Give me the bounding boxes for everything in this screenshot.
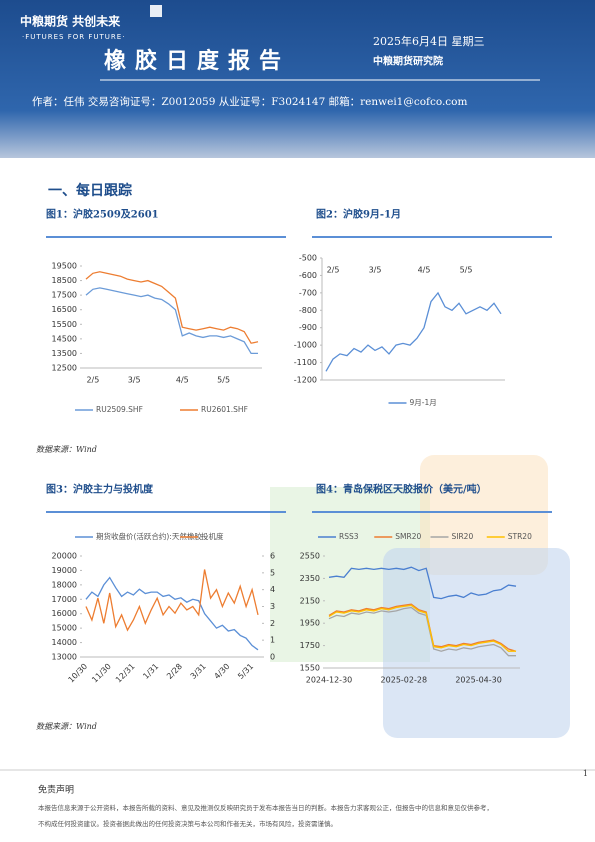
series-line bbox=[85, 576, 259, 651]
series-line bbox=[85, 271, 259, 344]
series-line bbox=[328, 606, 516, 657]
y2-tick-label: 2 bbox=[270, 619, 275, 628]
y-tick-label: 15500 bbox=[52, 320, 77, 329]
logo: 中粮期货 共创未来 bbox=[20, 14, 121, 29]
x-tick-label: 2/5 bbox=[327, 266, 340, 275]
y2-tick-label: 0 bbox=[270, 653, 275, 662]
series-line bbox=[85, 569, 259, 632]
institute: 中粮期货研究院 bbox=[373, 55, 443, 68]
y-tick-label: 20000 bbox=[52, 552, 77, 561]
series-line bbox=[85, 287, 258, 355]
series-line bbox=[328, 566, 517, 600]
x-tick-label: 3/5 bbox=[369, 266, 382, 275]
legend-label: RSS3 bbox=[339, 532, 359, 541]
y-tick-label: -500 bbox=[299, 254, 317, 263]
x-tick-label: 3/5 bbox=[128, 376, 141, 385]
section-title: 一、每日跟踪 bbox=[48, 182, 132, 199]
date: 2025年6月4日 星期三 bbox=[373, 34, 485, 48]
x-tick-label: 5/5 bbox=[460, 266, 473, 275]
y-tick-label: 18000 bbox=[52, 580, 77, 589]
x-tick-label: 2/28 bbox=[165, 662, 184, 681]
y-tick-label: 15000 bbox=[52, 624, 77, 633]
page-number: 1 bbox=[583, 769, 588, 778]
y-tick-label: 1950 bbox=[300, 619, 320, 628]
y-tick-label: 14500 bbox=[52, 334, 77, 343]
disclaimer-text: 本报告信息来源于公开资料，本报告所载的资料、意见及推测仅反映研究员于发布本报告当… bbox=[38, 803, 493, 812]
legend-label: SIR20 bbox=[452, 532, 474, 541]
y-tick-label: 19000 bbox=[52, 566, 77, 575]
source: 数据来源：Wind bbox=[36, 722, 97, 731]
y-tick-label: 18500 bbox=[52, 276, 77, 285]
legend-label: SMR20 bbox=[395, 532, 421, 541]
legend-label: 投机度 bbox=[201, 531, 224, 541]
y-tick-label: -1200 bbox=[294, 376, 317, 385]
header-banner bbox=[0, 0, 595, 158]
figure-title: 图1：沪胶2509及2601 bbox=[46, 208, 159, 221]
x-tick-label: 5/5 bbox=[217, 376, 230, 385]
y-tick-label: -1100 bbox=[294, 358, 317, 367]
x-tick-label: 4/30 bbox=[212, 662, 231, 681]
disclaimer-title: 免责声明 bbox=[38, 784, 74, 796]
x-tick-label: 12/31 bbox=[114, 662, 137, 685]
y-tick-label: -900 bbox=[299, 323, 317, 332]
y2-tick-label: 6 bbox=[270, 552, 275, 561]
series-line bbox=[325, 291, 502, 372]
y-tick-label: 1750 bbox=[300, 641, 320, 650]
y-tick-label: 13500 bbox=[52, 349, 77, 358]
y-tick-label: 2150 bbox=[300, 596, 320, 605]
y-tick-label: 14000 bbox=[52, 638, 77, 647]
y2-tick-label: 4 bbox=[270, 585, 275, 594]
y2-tick-label: 5 bbox=[270, 568, 275, 577]
x-tick-label: 2/5 bbox=[86, 376, 99, 385]
legend-label: STR20 bbox=[508, 532, 532, 541]
y-tick-label: 16000 bbox=[52, 609, 77, 618]
y-tick-label: 17500 bbox=[52, 291, 77, 300]
x-tick-label: 2025-02-28 bbox=[381, 676, 428, 685]
x-tick-label: 10/30 bbox=[67, 662, 90, 685]
y-tick-label: 17000 bbox=[52, 595, 77, 604]
y-tick-label: 19500 bbox=[52, 262, 77, 271]
logo-icon bbox=[150, 5, 162, 17]
y2-tick-label: 1 bbox=[270, 636, 275, 645]
figure-title: 图3：沪胶主力与投机度 bbox=[46, 483, 154, 496]
y-tick-label: -600 bbox=[299, 271, 317, 280]
y-tick-label: -800 bbox=[299, 306, 317, 315]
disclaimer-text: 不构成任何投资建议。投资者据此做出的任何投资决策与本公司和作者无关，市场有风险，… bbox=[38, 819, 337, 828]
report-title: 橡胶日度报告 bbox=[104, 48, 290, 74]
y2-tick-label: 3 bbox=[270, 602, 275, 611]
x-tick-label: 3/31 bbox=[189, 662, 208, 681]
deco bbox=[420, 455, 548, 575]
source: 数据来源：Wind bbox=[36, 445, 97, 454]
series-line bbox=[328, 603, 517, 652]
author: 作者：任伟 交易咨询证号：Z0012059 从业证号：F3024147 邮箱：r… bbox=[32, 95, 468, 108]
x-tick-label: 5/31 bbox=[236, 662, 255, 681]
slogan: ·FUTURES FOR FUTURE· bbox=[22, 33, 125, 41]
x-tick-label: 2025-04-30 bbox=[455, 676, 502, 685]
figure-title: 图2：沪胶9月-1月 bbox=[316, 208, 401, 221]
y-tick-label: 12500 bbox=[52, 364, 77, 373]
x-tick-label: 1/31 bbox=[141, 662, 160, 681]
y-tick-label: 2550 bbox=[300, 552, 320, 561]
y-tick-label: -1000 bbox=[294, 341, 317, 350]
legend-label: RU2509.SHF bbox=[96, 405, 143, 414]
legend-label: RU2601.SHF bbox=[201, 405, 248, 414]
series-line bbox=[328, 604, 516, 652]
x-tick-label: 2024-12-30 bbox=[306, 676, 353, 685]
x-tick-label: 4/5 bbox=[176, 376, 189, 385]
x-tick-label: 11/30 bbox=[90, 662, 113, 685]
figure-title: 图4：青岛保税区天胶报价（美元/吨） bbox=[316, 483, 487, 496]
y-tick-label: 2350 bbox=[300, 574, 320, 583]
y-tick-label: 16500 bbox=[52, 305, 77, 314]
legend-label: 期货收盘价(活跃合约):天然橡胶 bbox=[96, 531, 202, 541]
legend-label: 9月-1月 bbox=[410, 398, 437, 407]
x-tick-label: 4/5 bbox=[418, 266, 431, 275]
y-tick-label: -700 bbox=[299, 288, 317, 297]
y-tick-label: 1550 bbox=[300, 664, 320, 673]
y-tick-label: 13000 bbox=[52, 653, 77, 662]
